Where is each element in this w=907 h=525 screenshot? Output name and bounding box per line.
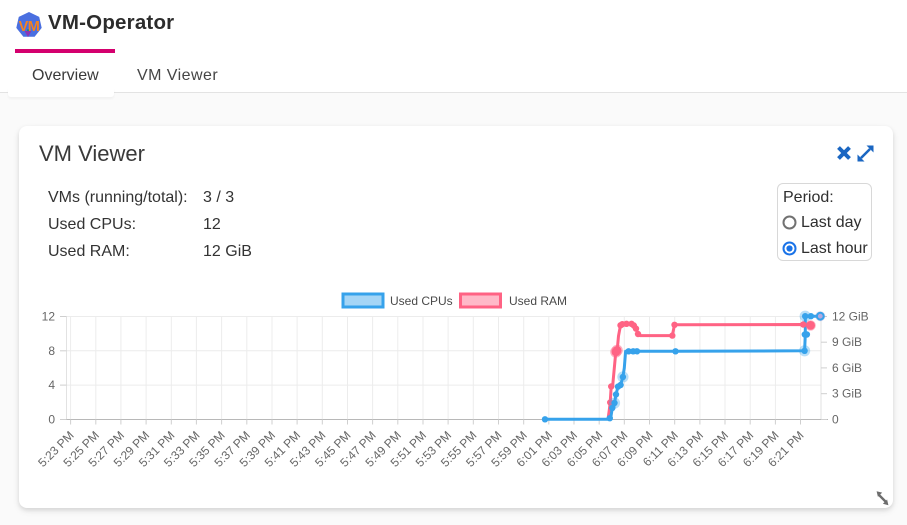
svg-text:3 GiB: 3 GiB — [832, 387, 862, 401]
svg-text:0: 0 — [48, 413, 55, 427]
svg-text:4: 4 — [48, 378, 55, 392]
svg-text:0: 0 — [832, 413, 839, 427]
svg-text:Used CPUs: Used CPUs — [390, 294, 453, 308]
svg-text:8: 8 — [48, 344, 55, 358]
svg-text:VM: VM — [19, 19, 40, 35]
svg-text:Used RAM: Used RAM — [509, 294, 567, 308]
svg-text:9 GiB: 9 GiB — [832, 335, 862, 349]
svg-text:12: 12 — [42, 310, 56, 324]
svg-text:12 GiB: 12 GiB — [832, 310, 869, 324]
svg-text:6 GiB: 6 GiB — [832, 361, 862, 375]
